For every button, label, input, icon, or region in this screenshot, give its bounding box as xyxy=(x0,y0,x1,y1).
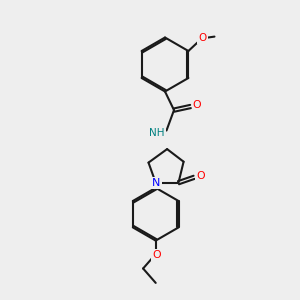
Text: N: N xyxy=(152,178,160,188)
Text: O: O xyxy=(152,250,160,260)
Text: O: O xyxy=(196,171,205,182)
Text: O: O xyxy=(198,33,207,43)
Text: O: O xyxy=(193,100,201,110)
Text: NH: NH xyxy=(149,128,165,138)
